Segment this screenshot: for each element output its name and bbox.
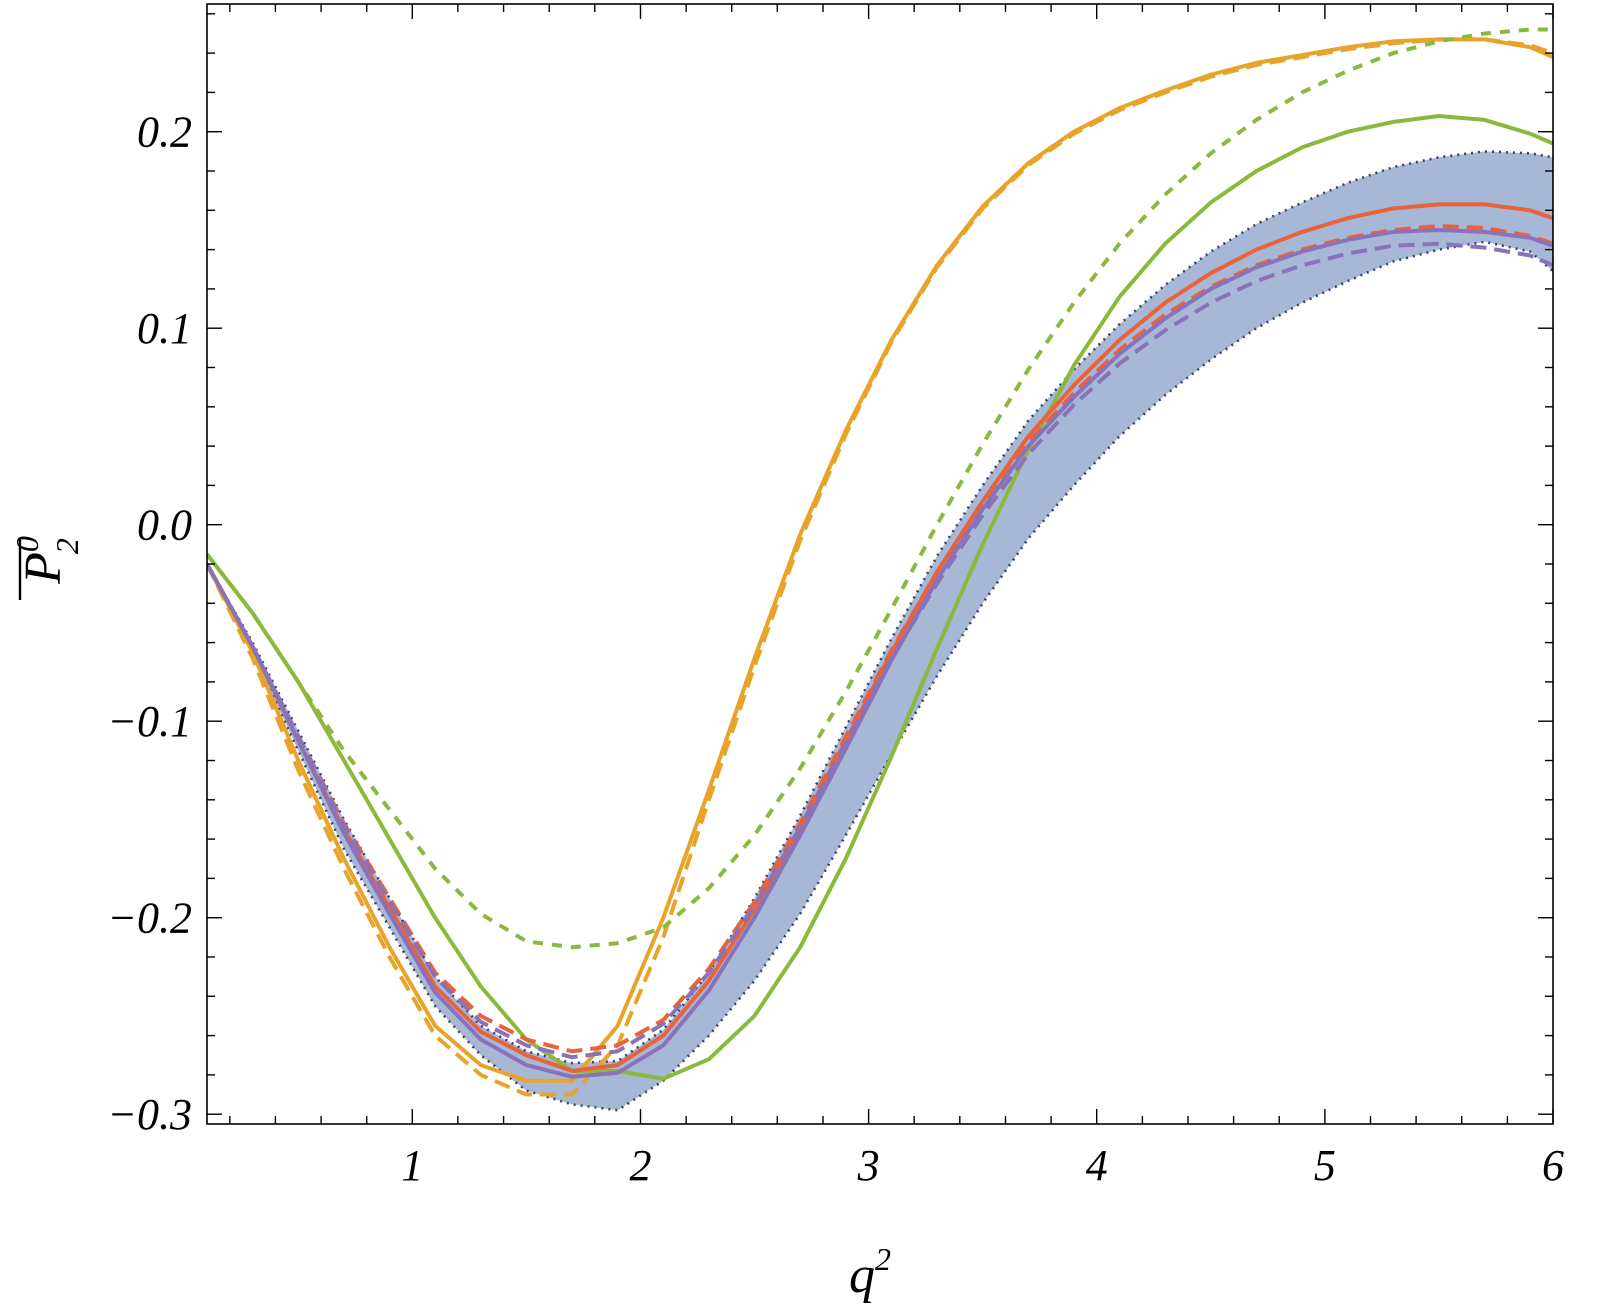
x-tick-label: 1 xyxy=(401,1141,423,1190)
x-tick-label: 3 xyxy=(857,1141,880,1190)
series-line-8 xyxy=(207,241,1553,1060)
plot-area xyxy=(207,27,1553,1112)
uncertainty-band xyxy=(207,151,1553,1111)
y-tick-label: −0.2 xyxy=(107,894,192,943)
y-tick-label: −0.3 xyxy=(107,1090,192,1139)
axis-ticks xyxy=(207,4,1554,1124)
svg-text:P02: P0 2 xyxy=(9,536,85,585)
series-line-3 xyxy=(207,114,1553,1081)
x-tick-label: 2 xyxy=(630,1141,652,1190)
y-tick-label: 0.2 xyxy=(137,108,192,157)
x-tick-label: 6 xyxy=(1542,1141,1564,1190)
x-tick-label: 5 xyxy=(1314,1141,1336,1190)
x-tick-label: 4 xyxy=(1086,1141,1108,1190)
plot-frame xyxy=(206,3,1554,1125)
series-line-2 xyxy=(207,37,1553,1097)
series-line-4 xyxy=(207,27,1553,950)
y-tick-label: 0.1 xyxy=(137,304,192,353)
tick-labels: 1 2 3 4 5 6 0.2 0.1 0.0 −0.1 −0.2 −0.3 xyxy=(107,108,1564,1190)
y-tick-label: −0.1 xyxy=(107,697,192,746)
y-tick-label: 0.0 xyxy=(137,501,192,550)
y-axis-label: P0 2 xyxy=(9,536,85,600)
x-axis-label: q2 xyxy=(849,1241,891,1304)
